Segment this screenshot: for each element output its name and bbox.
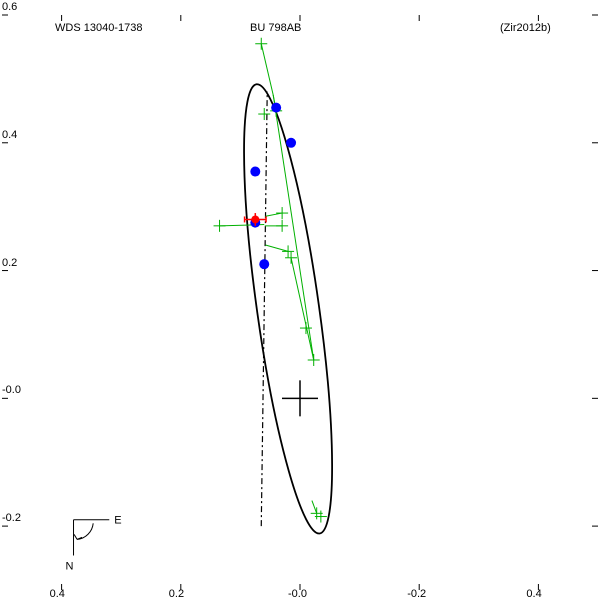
svg-text:N: N xyxy=(66,560,74,572)
wds-id: WDS 13040-1738 xyxy=(55,22,142,34)
x-tick-label: -0.2 xyxy=(407,588,426,600)
svg-text:E: E xyxy=(114,515,121,527)
x-tick-label: 0.4 xyxy=(526,588,541,600)
orbit-plot: EN xyxy=(0,0,600,600)
x-tick-label: 0.2 xyxy=(169,588,184,600)
y-tick-label: -0.0 xyxy=(2,384,21,396)
y-tick-label: 0.2 xyxy=(2,257,17,269)
y-tick-label: -0.2 xyxy=(2,512,21,524)
y-tick-label: 0.6 xyxy=(2,1,17,13)
reference: (Zir2012b) xyxy=(500,22,551,34)
x-tick-label: 0.4 xyxy=(50,588,65,600)
y-tick-label: 0.4 xyxy=(2,129,17,141)
x-tick-label: -0.0 xyxy=(288,588,307,600)
designation: BU 798AB xyxy=(250,22,301,34)
